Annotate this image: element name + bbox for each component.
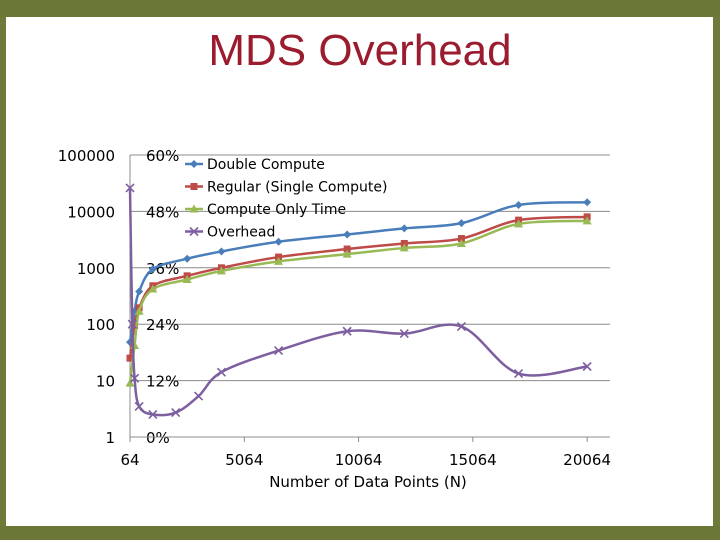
data-point-overhead	[148, 409, 158, 420]
data-point-double-compute	[135, 287, 144, 296]
y-right-tick-label: 36%	[146, 260, 179, 278]
data-point-overhead	[514, 368, 524, 379]
data-point-compute-only-time	[399, 243, 409, 252]
data-point-compute-only-time	[148, 284, 158, 293]
data-point-overhead	[399, 329, 409, 339]
y-left-tick-label: 10000	[67, 203, 115, 221]
data-point-overhead	[171, 407, 181, 418]
x-tick-label: 15064	[449, 451, 497, 469]
data-point-overhead	[456, 321, 466, 332]
data-point-overhead	[125, 183, 135, 193]
slide-content	[6, 17, 713, 526]
slide-bottom-bar	[0, 526, 720, 540]
data-point-overhead	[130, 373, 140, 383]
x-tick-label: 64	[120, 451, 139, 469]
y-right-tick-label: 60%	[146, 147, 179, 165]
data-point-compute-only-time	[125, 378, 135, 387]
legend-label: Overhead	[207, 225, 275, 241]
data-point-regular-single-compute	[126, 354, 134, 362]
legend-label: Double Compute	[207, 157, 325, 173]
data-point-double-compute	[514, 200, 523, 209]
data-point-double-compute	[217, 247, 226, 256]
x-tick-label: 10064	[335, 451, 383, 469]
data-point-overhead	[194, 391, 204, 401]
data-point-double-compute	[343, 230, 352, 239]
y-left-tick-label: 10	[96, 373, 115, 391]
slide-top-bar	[0, 0, 720, 17]
legend-marker	[190, 160, 198, 168]
data-point-double-compute	[457, 219, 466, 228]
y-right-tick-label: 0%	[146, 429, 170, 447]
data-point-double-compute	[183, 254, 192, 263]
legend-marker	[189, 204, 199, 213]
data-point-compute-only-time	[456, 238, 466, 247]
data-point-compute-only-time	[514, 219, 524, 228]
y-left-tick-label: 100000	[58, 147, 115, 165]
data-point-double-compute	[274, 237, 283, 246]
data-point-overhead	[216, 367, 226, 377]
series-line-regular-single-compute	[128, 215, 588, 359]
y-left-tick-label: 1	[105, 429, 115, 447]
data-point-double-compute	[400, 224, 409, 233]
x-tick-label: 5064	[225, 451, 263, 469]
legend-label: Compute Only Time	[207, 202, 346, 218]
legend-marker	[190, 183, 198, 190]
y-left-tick-label: 1000	[77, 260, 115, 278]
data-point-double-compute	[148, 265, 157, 274]
y-right-tick-label: 12%	[146, 373, 179, 391]
y-right-tick-label: 24%	[146, 316, 179, 334]
data-point-compute-only-time	[342, 249, 352, 258]
data-point-overhead	[274, 345, 284, 356]
legend-label: Regular (Single Compute)	[207, 180, 387, 196]
slide-title: MDS Overhead	[208, 26, 512, 75]
x-axis-label: Number of Data Points (N)	[269, 473, 467, 491]
legend-marker	[189, 226, 199, 237]
data-point-regular-single-compute	[457, 235, 465, 243]
data-point-overhead	[342, 326, 352, 336]
data-point-double-compute	[583, 198, 592, 207]
data-point-compute-only-time	[182, 275, 192, 284]
series-line-compute-only-time	[128, 219, 588, 384]
data-point-compute-only-time	[216, 266, 226, 275]
data-point-compute-only-time	[582, 216, 592, 225]
data-point-overhead	[134, 401, 144, 412]
data-point-overhead	[582, 361, 592, 372]
data-point-regular-single-compute	[343, 245, 351, 253]
y-right-tick-label: 48%	[146, 203, 179, 221]
y-left-tick-label: 100	[86, 316, 115, 334]
data-point-overhead	[127, 319, 137, 329]
data-point-compute-only-time	[274, 256, 284, 265]
x-tick-label: 20064	[563, 451, 611, 469]
data-point-compute-only-time	[134, 306, 144, 315]
